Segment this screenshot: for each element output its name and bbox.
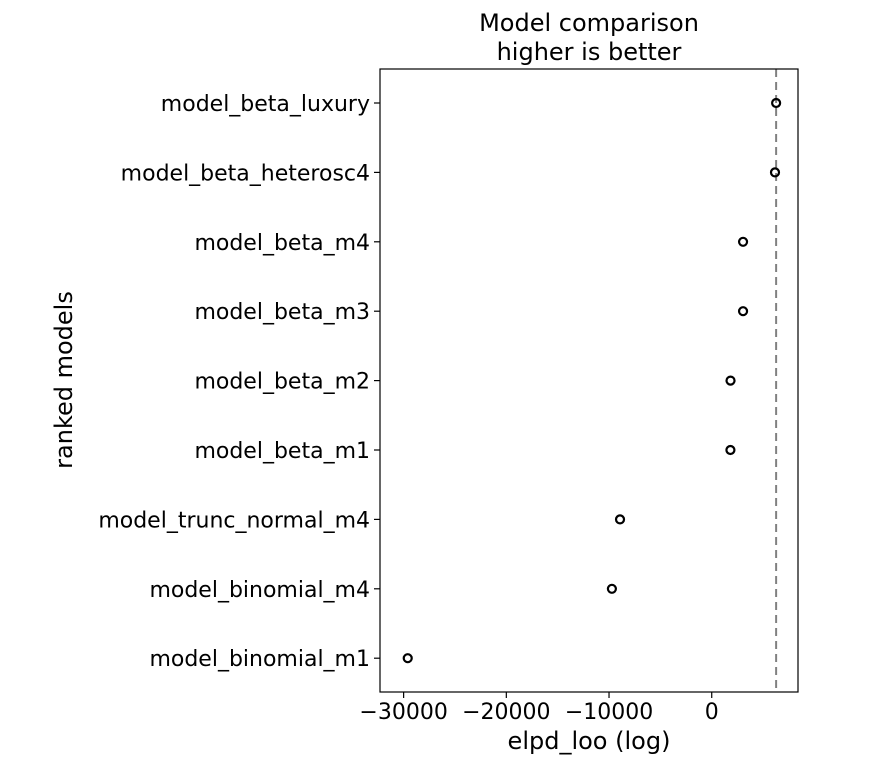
x-tick-label: 0 [705,700,719,725]
y-tick-label: model_beta_heterosc4 [121,161,370,186]
data-point [737,306,749,317]
x-tick-label: −20000 [462,700,550,725]
y-tick-label: model_beta_m1 [194,439,370,464]
data-point [606,583,618,594]
data-point [771,97,782,109]
y-tick-label: model_trunc_normal_m4 [98,508,370,533]
data-point [614,514,626,525]
chart-title-line-2: higher is better [497,38,682,66]
data-point [769,167,781,178]
plot-area: model_beta_luxury model_beta_heterosc4mod… [98,69,782,725]
y-tick-label: model_binomial_m4 [149,578,370,603]
x-tick-label: −30000 [359,700,447,725]
data-point [725,375,736,386]
x-axis-label: elpd_loo (log) [508,727,671,755]
plot-frame [379,68,799,693]
data-point [725,444,736,456]
y-tick-label: model_beta_m2 [194,370,370,395]
chart-title-line-1: Model comparison [479,9,699,37]
y-tick-label: model_beta_luxury [161,92,370,117]
x-tick-label: −10000 [565,700,653,725]
data-point [402,653,413,664]
y-axis-label: ranked models [50,291,78,469]
y-tick-label: model_beta_m4 [194,231,370,256]
data-point [737,236,749,247]
y-tick-label: model_beta_m3 [194,300,370,325]
y-tick-label: model_binomial_m1 [149,647,370,672]
